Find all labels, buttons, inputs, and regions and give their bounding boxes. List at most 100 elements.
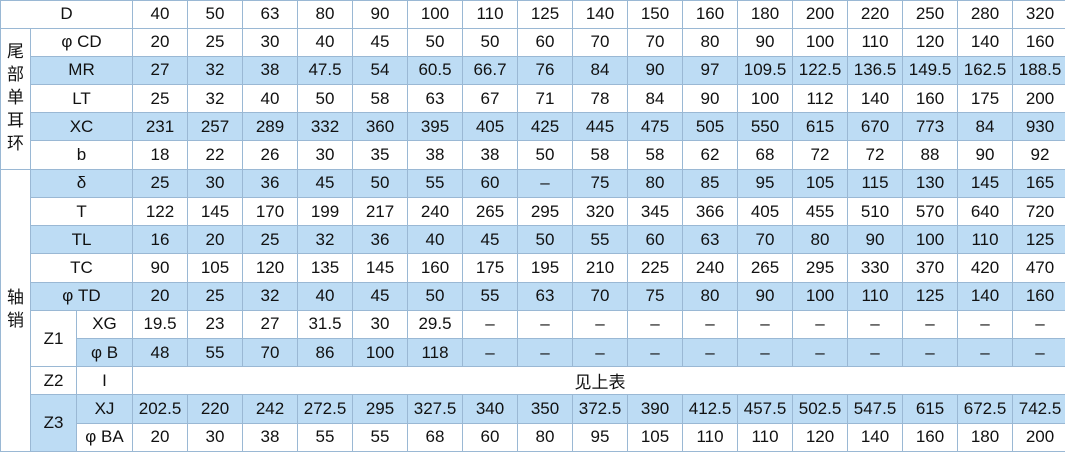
cell-value: 20 xyxy=(132,422,189,452)
cell-value: 38 xyxy=(242,422,299,452)
cell-value: 109.5 xyxy=(737,55,794,86)
cell-value: 58 xyxy=(572,140,629,170)
cell-value: 58 xyxy=(352,84,409,114)
cell-value: 80 xyxy=(682,27,739,57)
cell-value: 295 xyxy=(792,253,849,283)
header-col-150: 150 xyxy=(627,0,684,29)
cell-value: 90 xyxy=(682,84,739,114)
cell-value: 40 xyxy=(407,225,464,255)
table-row: b 18 22 26 30 35 38 38 50 58 58 62 68 72 72 88 90 92 xyxy=(1,140,1065,170)
table-row: MR 27 32 38 47.5 54 60.5 66.7 76 84 90 97 109.5 122.5… xyxy=(1,55,1065,86)
header-col-200: 200 xyxy=(792,0,849,29)
cell-value: – xyxy=(1012,337,1065,368)
cell-value: 25 xyxy=(132,84,189,114)
cell-value: – xyxy=(902,337,959,368)
cell-value: – xyxy=(902,309,959,340)
cell-value: 773 xyxy=(902,112,959,142)
cell-value: 50 xyxy=(462,27,519,57)
cell-value: 45 xyxy=(297,168,354,198)
cell-value: 84 xyxy=(627,84,684,114)
table-row: LT 25 32 40 50 58 63 67 71 78 84 90 100 112 140 160 175 2… xyxy=(1,84,1065,114)
cell-value: 115 xyxy=(847,168,904,198)
cell-value: 130 xyxy=(902,168,959,198)
cell-value: 295 xyxy=(517,196,574,227)
cell-value: 60 xyxy=(462,168,519,198)
group-label-text: 轴销 xyxy=(7,288,24,331)
cell-value: 332 xyxy=(297,112,354,142)
table-row: φ TD 20 25 32 40 45 50 55 63 70 75 80 90 100 110 125 140… xyxy=(1,281,1065,311)
cell-value: 570 xyxy=(902,196,959,227)
cell-value: 22 xyxy=(187,140,244,170)
cell-value: 18 xyxy=(132,140,189,170)
cell-value: 23 xyxy=(187,309,244,340)
cell-value: 145 xyxy=(352,253,409,283)
cell-value: 672.5 xyxy=(957,394,1014,424)
z-code-Z2: Z2 xyxy=(30,366,77,396)
cell-value: 60 xyxy=(517,27,574,57)
cell-value: 54 xyxy=(352,55,409,86)
cell-value: 366 xyxy=(682,196,739,227)
cell-value: 210 xyxy=(572,253,629,283)
header-row: D 40 50 63 80 90 100 110 125 140 150 160 180 200 220 25… xyxy=(0,0,1065,29)
cell-value: 55 xyxy=(187,337,244,368)
header-col-90: 90 xyxy=(352,0,409,29)
table-row: Z3 XJ 202.5 220 242 272.5 295 327.5 340 350 372.5 3… xyxy=(1,394,1065,452)
cell-value: 360 xyxy=(352,112,409,142)
cell-value: 72 xyxy=(847,140,904,170)
cell-value: 26 xyxy=(242,140,299,170)
cell-value: 30 xyxy=(187,422,244,452)
cell-value: 50 xyxy=(352,168,409,198)
cell-value: – xyxy=(957,337,1014,368)
cell-value: 55 xyxy=(572,225,629,255)
cell-value: – xyxy=(682,309,739,340)
cell-value: 32 xyxy=(187,55,244,86)
cell-value: 289 xyxy=(242,112,299,142)
cell-value: – xyxy=(1012,309,1065,340)
cell-value: 30 xyxy=(297,140,354,170)
table-row: φ BA 20 30 38 55 55 68 60 80 95 105 110 110 120 140 160… xyxy=(1,422,1065,452)
cell-value: 68 xyxy=(737,140,794,170)
cell-value: 45 xyxy=(352,281,409,311)
header-col-80: 80 xyxy=(297,0,354,29)
cell-value: 340 xyxy=(462,394,519,424)
cell-value: 160 xyxy=(407,253,464,283)
row-label-b: b xyxy=(29,140,134,170)
header-col-40: 40 xyxy=(132,0,189,29)
cell-value: 140 xyxy=(847,84,904,114)
cell-value: 136.5 xyxy=(847,55,904,86)
cell-value: 25 xyxy=(187,27,244,57)
cell-value: 502.5 xyxy=(792,394,849,424)
header-col-220: 220 xyxy=(847,0,904,29)
cell-value: 200 xyxy=(1012,422,1065,452)
cell-value: 25 xyxy=(242,225,299,255)
cell-value: 60 xyxy=(627,225,684,255)
cell-value: 170 xyxy=(242,196,299,227)
cell-value: 45 xyxy=(352,27,409,57)
cell-value: 70 xyxy=(242,337,299,368)
cell-value: 32 xyxy=(187,84,244,114)
cell-value: 547.5 xyxy=(847,394,904,424)
z-code-Z3: Z3 xyxy=(30,394,77,452)
cell-value: 320 xyxy=(572,196,629,227)
cell-value: 135 xyxy=(297,253,354,283)
cell-value: 90 xyxy=(737,27,794,57)
cell-value: 50 xyxy=(407,27,464,57)
cell-value: – xyxy=(462,337,519,368)
cell-value: 72 xyxy=(792,140,849,170)
cell-value: 100 xyxy=(352,337,409,368)
cell-value: 90 xyxy=(737,281,794,311)
cell-value: 20 xyxy=(132,281,189,311)
cell-value: 175 xyxy=(462,253,519,283)
header-col-63: 63 xyxy=(242,0,299,29)
cell-value: 90 xyxy=(627,55,684,86)
header-col-280: 280 xyxy=(957,0,1014,29)
cell-value: 27 xyxy=(242,309,299,340)
group-label-text: 尾部单耳环 xyxy=(7,42,24,154)
cell-value: 75 xyxy=(627,281,684,311)
cell-value: 742.5 xyxy=(1012,394,1065,424)
cell-value: 470 xyxy=(1012,253,1065,283)
cell-value: 19.5 xyxy=(132,309,189,340)
header-col-125: 125 xyxy=(517,0,574,29)
cell-value: 63 xyxy=(407,84,464,114)
cell-value: 145 xyxy=(957,168,1014,198)
